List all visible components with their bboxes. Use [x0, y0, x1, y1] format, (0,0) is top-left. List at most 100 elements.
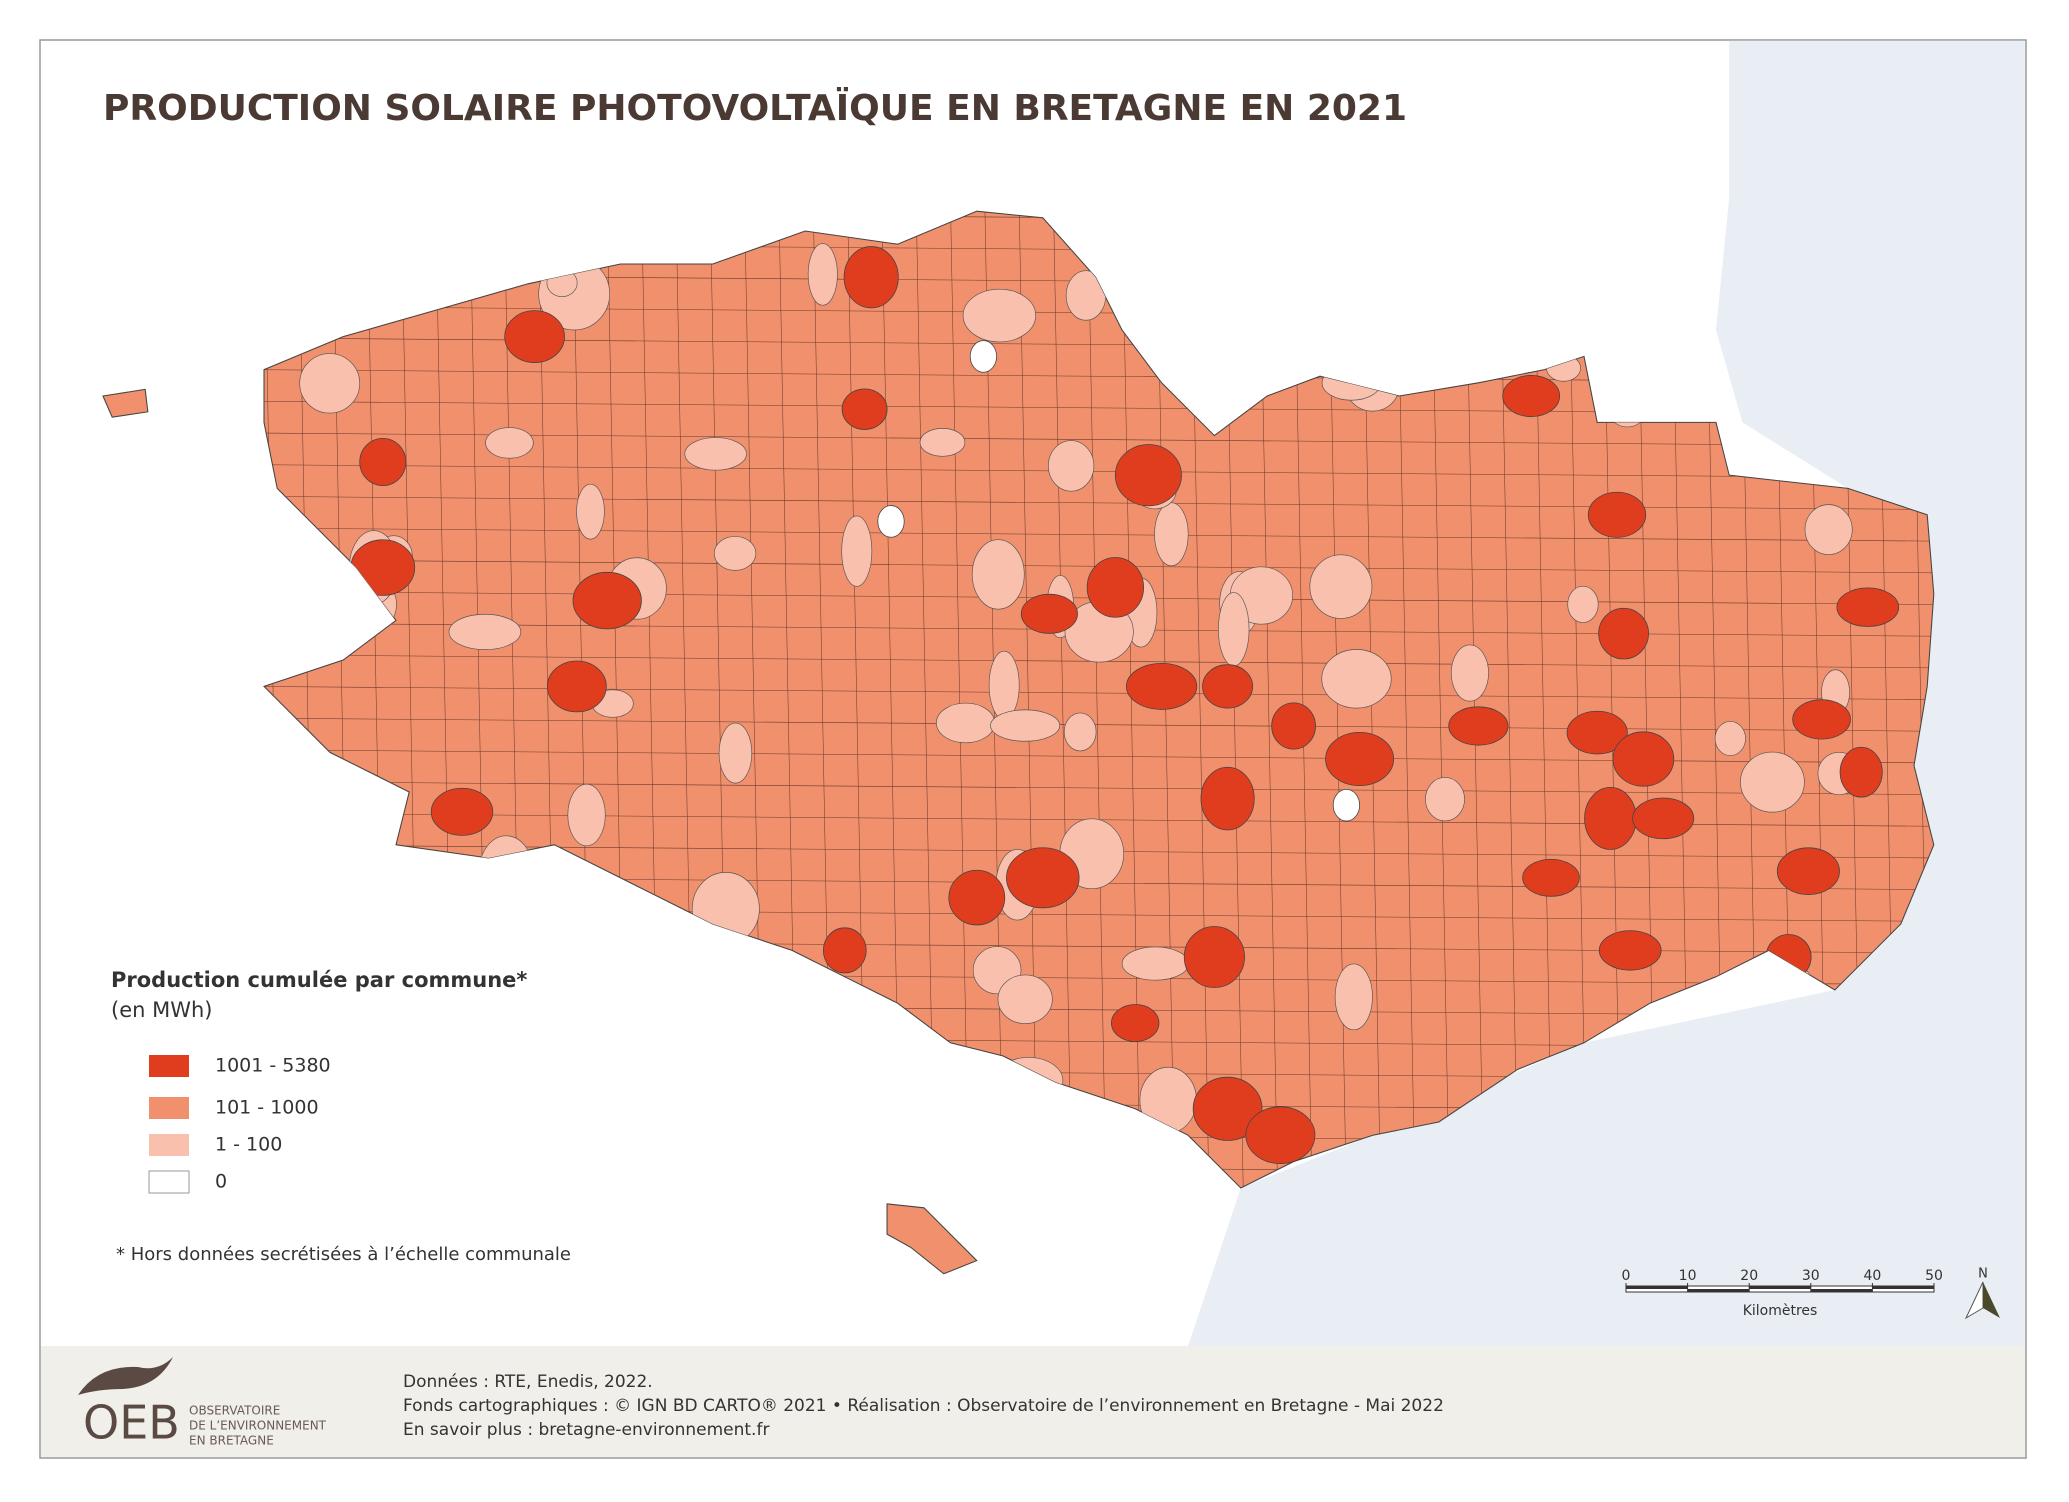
- commune-high: [843, 246, 899, 309]
- commune-high: [1598, 607, 1649, 660]
- logo-acronym: OEB: [83, 1396, 180, 1450]
- commune-light: [841, 515, 873, 587]
- legend-swatch: [149, 1097, 189, 1119]
- commune-light: [971, 539, 1025, 610]
- commune-light: [1218, 592, 1250, 667]
- commune-light: [576, 483, 605, 540]
- footer: Données : RTE, Enedis, 2022. Fonds cartog…: [189, 1372, 1444, 1448]
- scale-bar-segment: [1872, 1286, 1934, 1289]
- commune-high: [1114, 444, 1182, 507]
- logo-name: OBSERVATOIRE: [189, 1404, 280, 1418]
- legend-swatch: [148, 1170, 190, 1194]
- legend-label: 0: [215, 1171, 227, 1193]
- footer-line: Fonds cartographiques : © IGN BD CARTO® …: [403, 1396, 1444, 1416]
- legend-subtitle: (en MWh): [111, 998, 212, 1022]
- commune-light: [1321, 649, 1392, 709]
- legend-swatch: [149, 1134, 189, 1156]
- commune-high: [1598, 930, 1662, 971]
- commune-light: [936, 702, 996, 744]
- commune-border: [1053, 211, 1073, 1189]
- commune-light: [299, 353, 361, 414]
- commune-high: [1584, 786, 1637, 850]
- commune-high: [1792, 699, 1851, 740]
- commune-light: [713, 536, 757, 571]
- commune-light: [1714, 721, 1746, 756]
- commune-light: [1450, 644, 1489, 702]
- commune-light: [919, 428, 966, 457]
- scale-bar-segment: [1687, 1289, 1750, 1292]
- commune-light: [1121, 946, 1189, 981]
- commune-high: [1448, 706, 1509, 746]
- commune-high: [1776, 847, 1840, 895]
- scale-bar: 0 10 20 30 40 50 Kilomètres: [1622, 1268, 1943, 1319]
- scale-tick-label: 20: [1740, 1268, 1758, 1284]
- logo-name: EN BRETAGNE: [189, 1434, 274, 1448]
- commune-high: [1020, 593, 1078, 634]
- commune-high: [1192, 1076, 1263, 1141]
- commune-light: [1425, 777, 1465, 822]
- legend-label: 101 - 1000: [215, 1097, 319, 1119]
- commune-high: [1183, 926, 1245, 988]
- scale-bar-segment: [1810, 1289, 1873, 1292]
- commune-high: [1836, 587, 1900, 627]
- commune-light: [684, 437, 747, 471]
- commune-high: [1502, 375, 1561, 417]
- footer-line: Données : RTE, Enedis, 2022.: [403, 1372, 653, 1392]
- commune-zero: [877, 505, 905, 538]
- scale-tick-label: 10: [1679, 1268, 1697, 1284]
- commune-border: [264, 686, 1934, 700]
- commune-border: [264, 527, 1934, 542]
- commune-high: [1111, 1004, 1160, 1042]
- scale-tick-label: 0: [1622, 1268, 1631, 1284]
- commune-border: [1018, 211, 1038, 1189]
- commune-light: [1063, 712, 1097, 752]
- commune-light: [962, 288, 1037, 343]
- commune-zero: [1332, 788, 1360, 822]
- commune-light: [1567, 585, 1599, 623]
- commune-light: [997, 974, 1053, 1024]
- sea: [1188, 40, 2025, 1347]
- commune-light: [1309, 554, 1373, 619]
- commune-high: [504, 310, 565, 363]
- commune-high: [1632, 797, 1695, 840]
- north-label: N: [1978, 1267, 1988, 1282]
- commune-high: [822, 927, 867, 974]
- commune-light: [1334, 963, 1373, 1031]
- commune-light: [567, 783, 606, 847]
- commune-light: [807, 243, 838, 306]
- commune-high: [359, 437, 407, 487]
- commune-high: [1566, 710, 1628, 755]
- commune-high: [1245, 1106, 1316, 1164]
- commune-border: [264, 717, 1934, 732]
- commune-high: [948, 869, 1006, 926]
- scale-bar-segment: [1749, 1286, 1811, 1289]
- commune-high: [1271, 702, 1316, 750]
- commune-light: [485, 427, 534, 459]
- commune-high: [1202, 664, 1254, 709]
- commune-border: [1087, 211, 1107, 1189]
- commune-high: [1006, 847, 1080, 909]
- logo-name: DE L’ENVIRONNEMENT: [189, 1419, 327, 1433]
- legend-label: 1 - 100: [215, 1134, 282, 1156]
- footer-line: En savoir plus : bretagne-environnement.…: [403, 1420, 769, 1440]
- commune-light: [1804, 504, 1853, 555]
- island: [102, 388, 149, 418]
- commune-high: [572, 571, 642, 630]
- commune-light: [718, 722, 753, 784]
- island: [886, 1203, 978, 1275]
- scale-bar-segment: [1626, 1286, 1688, 1289]
- commune-light: [990, 709, 1061, 742]
- commune-high: [546, 660, 607, 713]
- scale-unit: Kilomètres: [1743, 1303, 1818, 1319]
- legend-title: Production cumulée par commune*: [111, 968, 527, 992]
- commune-high: [430, 787, 494, 836]
- commune-light: [1740, 751, 1805, 813]
- commune-border: [950, 211, 970, 1189]
- commune-light: [448, 613, 522, 650]
- map: [102, 40, 2025, 1347]
- scale-tick-label: 40: [1863, 1268, 1881, 1284]
- scale-tick-label: 30: [1802, 1268, 1820, 1284]
- land: [102, 210, 1935, 1275]
- commune-border: [264, 432, 1934, 447]
